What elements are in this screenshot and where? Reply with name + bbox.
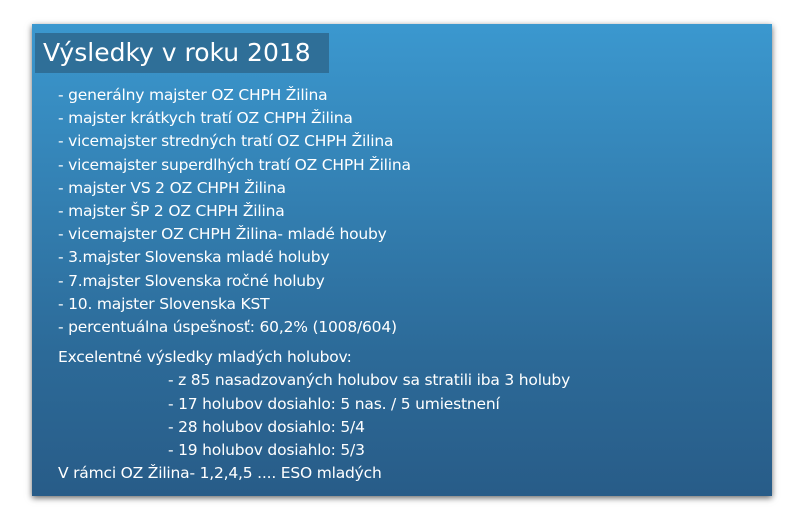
list-item: - 28 holubov dosiahlo: 5/4 bbox=[168, 417, 365, 436]
list-item: - majster VS 2 OZ CHPH Žilina bbox=[58, 178, 286, 197]
young-results-section: Excelentné výsledky mladých holubov: - z… bbox=[58, 346, 570, 486]
section-footer: V rámci OZ Žilina- 1,2,4,5 .... ESO mlad… bbox=[58, 464, 382, 483]
list-item: - 17 holubov dosiahlo: 5 nas. / 5 umiest… bbox=[168, 394, 500, 413]
panel-title: Výsledky v roku 2018 bbox=[35, 33, 329, 73]
list-item: - 7.majster Slovenska ročné holuby bbox=[58, 271, 325, 290]
list-item: - 10. majster Slovenska KST bbox=[58, 294, 270, 313]
list-item: - majster ŠP 2 OZ CHPH Žilina bbox=[58, 202, 285, 221]
list-item: - percentuálna úspešnosť: 60,2% (1008/60… bbox=[58, 318, 397, 337]
section-heading: Excelentné výsledky mladých holubov: bbox=[58, 348, 352, 366]
results-panel: Výsledky v roku 2018 - generálny majster… bbox=[32, 24, 772, 496]
list-item: - z 85 nasadzovaných holubov sa stratili… bbox=[168, 371, 571, 390]
list-item: - 3.majster Slovenska mladé holuby bbox=[58, 248, 330, 267]
list-item: - vicemajster OZ CHPH Žilina- mladé houb… bbox=[58, 225, 387, 244]
results-list: - generálny majster OZ CHPH Žilina - maj… bbox=[58, 84, 411, 339]
list-item: - 19 holubov dosiahlo: 5/3 bbox=[168, 441, 365, 460]
list-item: - vicemajster stredných tratí OZ CHPH Ži… bbox=[58, 132, 394, 151]
list-item: - generálny majster OZ CHPH Žilina bbox=[58, 86, 328, 104]
list-item: - vicemajster superdlhých tratí OZ CHPH … bbox=[58, 155, 411, 174]
list-item: - majster krátkych tratí OZ CHPH Žilina bbox=[58, 109, 353, 128]
